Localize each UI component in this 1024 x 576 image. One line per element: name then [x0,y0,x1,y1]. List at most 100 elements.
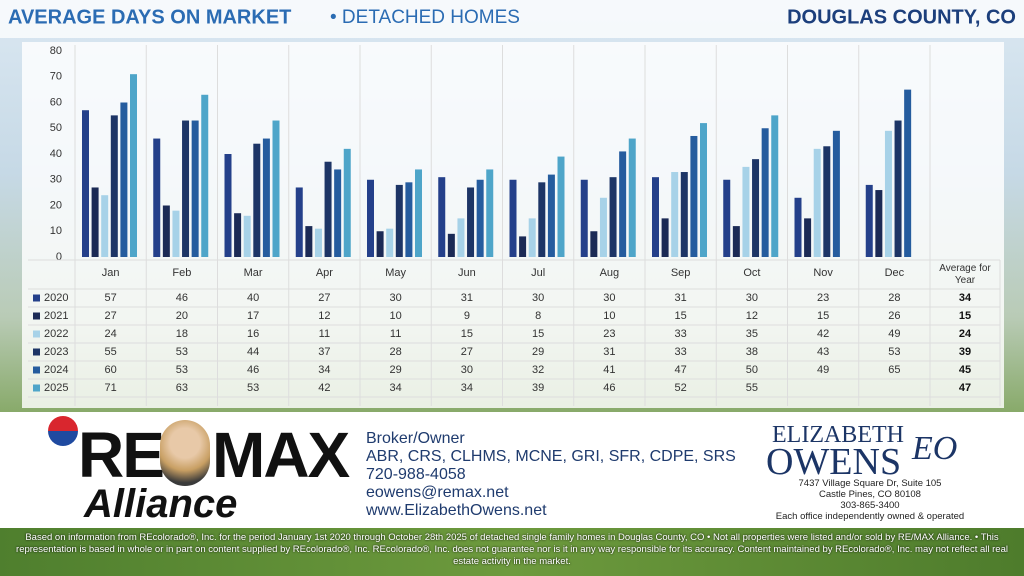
logo-first: ELIZABETH [772,422,904,448]
y-tick-label: 20 [50,199,62,211]
table-value: 65 [888,364,900,376]
x-tick-label: Jul [531,267,545,279]
table-value: 15 [675,310,687,322]
bar [101,195,109,257]
table-value: 63 [176,382,188,394]
bar [415,169,422,257]
bar [447,233,455,257]
table-value: 9 [464,310,470,322]
table-value: 26 [888,310,900,322]
bar [619,151,627,257]
table-value: 12 [318,310,330,322]
table-value: 38 [746,346,758,358]
bar [262,138,270,257]
legend-label: 2022 [44,328,68,340]
table-value: 15 [532,328,544,340]
bar [690,135,698,257]
chart-title: AVERAGE DAYS ON MARKET [8,6,291,28]
table-value: 53 [176,346,188,358]
bar [599,197,607,257]
table-value: 16 [247,328,259,340]
bar [794,197,802,257]
agent-phone: 720-988-4058 [366,466,466,483]
table-value: 47 [675,364,687,376]
chart-subtitle: • DETACHED HOMES [330,7,520,28]
bar [528,218,536,257]
x-tick-label: Mar [244,267,263,279]
bar [761,128,769,257]
bar [476,179,484,257]
bar [82,110,89,257]
remax-left: RE [78,419,165,491]
bar [376,231,384,257]
x-tick-label: Nov [813,267,833,279]
table-value: 34 [318,364,330,376]
legend-swatch [33,294,40,302]
bar [467,187,475,257]
bar [700,123,707,257]
bar [305,226,313,257]
bar [314,228,322,257]
bar [652,177,659,257]
bar [732,226,740,257]
table-value: 30 [532,292,544,304]
bar [457,218,465,257]
table-value: 53 [888,346,900,358]
x-tick-label: Aug [600,267,620,279]
x-tick-label: Apr [316,267,333,279]
balloon-icon [48,416,78,446]
bar [509,179,517,257]
table-value: 33 [675,328,687,340]
bar [671,172,679,257]
bar [547,174,555,257]
x-tick-label: Jan [102,267,120,279]
table-value: 30 [461,364,473,376]
table-value: 41 [603,364,615,376]
legend-swatch [33,384,40,392]
bar [680,172,688,257]
legend-swatch [33,348,40,356]
bar [438,177,446,257]
agent-role: Broker/Owner [366,430,465,447]
table-average: 24 [959,328,972,340]
table-value: 31 [603,346,615,358]
table-value: 46 [247,364,259,376]
agent-email[interactable]: eowens@remax.net [366,484,509,501]
table-value: 27 [318,292,330,304]
table-value: 43 [817,346,829,358]
table-value: 31 [461,292,473,304]
office-address2: Castle Pines, CO 80108 [819,489,921,500]
legend-label: 2021 [44,310,68,322]
bar [324,161,332,257]
table-value: 11 [390,328,401,340]
bar [557,156,565,257]
y-tick-label: 50 [50,122,62,134]
x-tick-label: May [385,267,406,279]
table-average: 45 [959,364,971,376]
bar [253,143,261,257]
remax-office: Alliance [84,482,238,526]
bar [742,166,750,257]
office-info: 7437 Village Square Dr, Suite 105 Castle… [740,478,1000,522]
table-value: 27 [105,310,117,322]
table-value: 52 [675,382,687,394]
bar [723,179,731,257]
table-value: 55 [746,382,758,394]
bar [405,182,413,257]
legend-label: 2023 [44,346,68,358]
bar [661,218,669,257]
table-average: 47 [959,382,971,394]
bar [153,138,161,257]
bar [172,210,180,257]
title-band [0,0,1024,38]
y-tick-label: 60 [50,96,62,108]
table-value: 34 [390,382,402,394]
bar [804,218,812,257]
table-value: 30 [390,292,402,304]
bar [628,138,636,257]
bar [904,89,912,257]
bar [110,115,118,257]
bar [295,187,303,257]
bar [813,148,821,257]
agent-website[interactable]: www.ElizabethOwens.net [366,502,547,519]
